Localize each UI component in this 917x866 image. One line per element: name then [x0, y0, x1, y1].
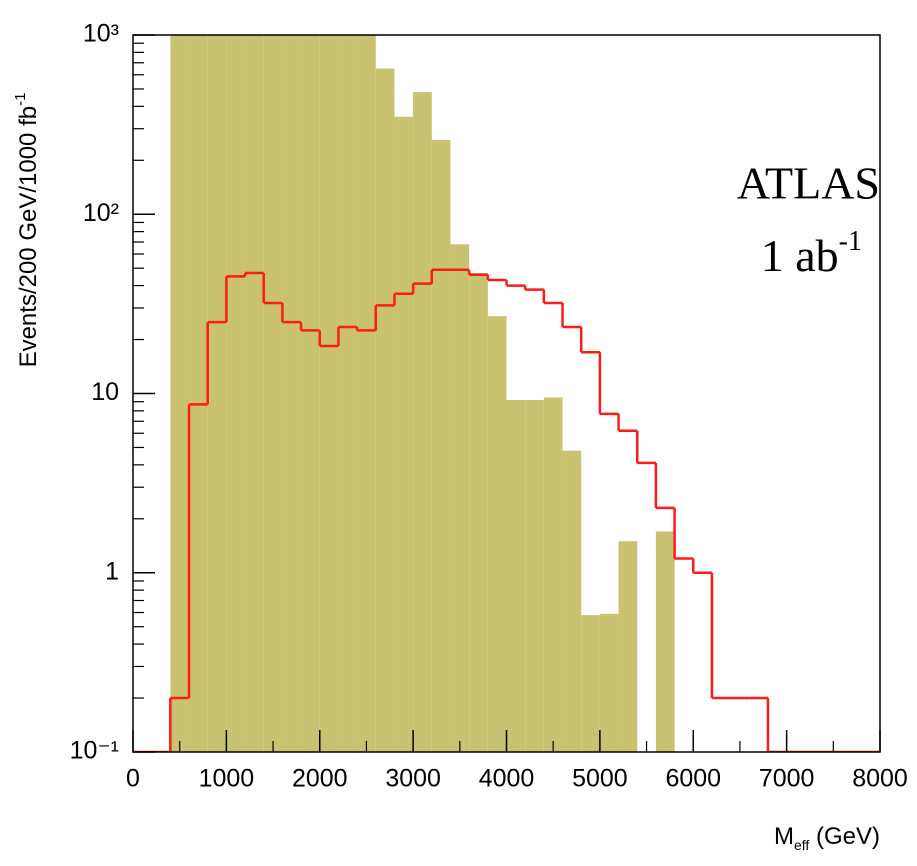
- bar: [525, 399, 544, 752]
- bar: [431, 139, 451, 752]
- x-tick-label: 4000: [479, 765, 535, 793]
- x-tick-label: 7000: [759, 765, 815, 793]
- x-tick-label: 2000: [292, 765, 348, 793]
- bar: [189, 35, 208, 752]
- bar: [245, 35, 264, 752]
- y-tick-label: 10: [91, 378, 119, 406]
- bar: [599, 613, 619, 752]
- annotation-text: 1 ab: [761, 230, 839, 281]
- bar: [207, 35, 227, 752]
- bar: [301, 35, 320, 752]
- y-tick-label: 10³: [83, 20, 119, 48]
- y-tick-label: 10²: [83, 199, 119, 227]
- bar: [581, 615, 600, 752]
- bar: [506, 399, 526, 752]
- bar: [562, 450, 582, 752]
- bar: [618, 541, 638, 752]
- bar: [450, 244, 470, 752]
- x-tick-label: 6000: [665, 765, 721, 793]
- bar: [469, 273, 488, 752]
- bar: [338, 35, 358, 752]
- bar: [226, 35, 246, 752]
- y-tick-label: 1: [105, 557, 119, 585]
- bar: [170, 35, 190, 752]
- y-tick-label: 10⁻¹: [70, 737, 119, 765]
- bar: [487, 316, 507, 752]
- x-axis-label: Meff (GeV): [774, 823, 880, 852]
- x-axis-label-sub: eff: [794, 837, 809, 853]
- x-axis-label-rest: (GeV): [809, 823, 880, 850]
- plot-area: [133, 35, 880, 752]
- x-tick-label: 3000: [385, 765, 441, 793]
- y-axis-label-text: Events/200 GeV/1000 fb: [15, 106, 42, 368]
- bar: [319, 35, 339, 752]
- annotation-sup: -1: [839, 226, 862, 257]
- x-tick-label: 8000: [852, 765, 908, 793]
- bar: [413, 92, 432, 752]
- annotation: 1 ab-1: [761, 226, 862, 280]
- bar: [375, 68, 395, 752]
- x-axis-label-main: M: [774, 823, 794, 850]
- bar: [263, 35, 283, 752]
- bar: [655, 531, 675, 752]
- bar: [357, 35, 376, 752]
- x-tick-label: 1000: [199, 765, 255, 793]
- bar: [543, 397, 563, 752]
- bar: [282, 35, 302, 752]
- y-axis-label: Events/200 GeV/1000 fb-1: [12, 93, 42, 368]
- annotation: ATLAS: [737, 158, 880, 209]
- bar: [394, 116, 414, 752]
- y-axis-label-sup: -1: [12, 93, 29, 106]
- x-tick-label: 0: [126, 765, 140, 793]
- x-tick-label: 5000: [572, 765, 628, 793]
